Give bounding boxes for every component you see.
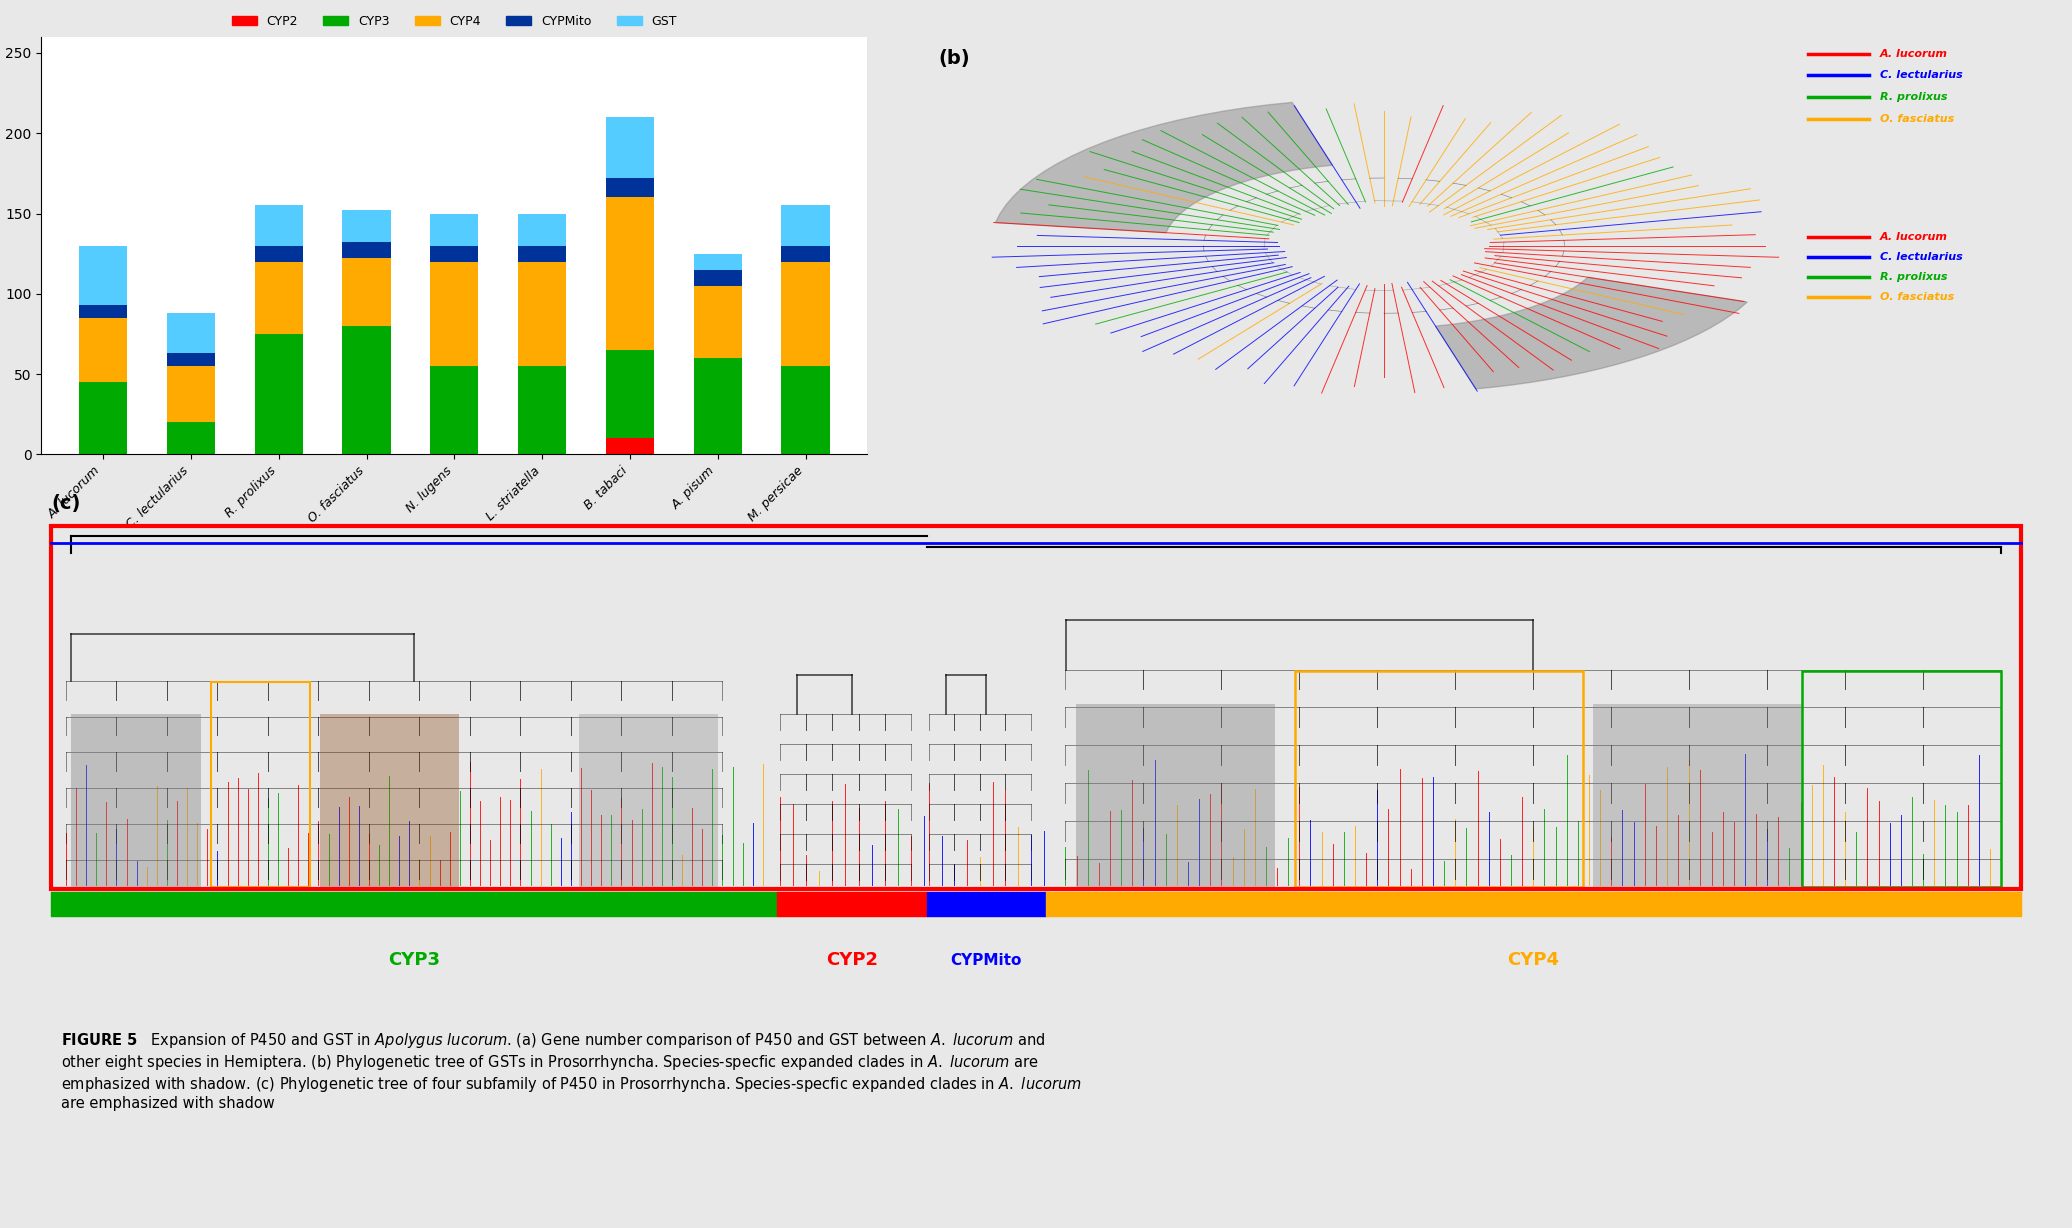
Bar — [781, 262, 829, 366]
Bar — [255, 205, 303, 246]
Text: (c): (c) — [52, 495, 81, 513]
Text: CYP3: CYP3 — [387, 950, 441, 969]
Bar — [605, 438, 655, 454]
Bar — [79, 246, 126, 305]
Bar — [70, 713, 201, 887]
Bar — [605, 350, 655, 438]
Bar — [431, 366, 479, 454]
Bar — [255, 262, 303, 334]
Text: O. fasciatus: O. fasciatus — [1879, 292, 1954, 302]
Bar — [79, 318, 126, 382]
Bar — [342, 325, 392, 454]
Bar — [52, 526, 2020, 889]
Bar — [166, 422, 215, 454]
Bar — [605, 117, 655, 178]
Bar — [1803, 672, 2002, 887]
Bar — [694, 270, 742, 286]
Polygon shape — [995, 102, 1332, 233]
Text: A. lucorum: A. lucorum — [1879, 232, 1948, 242]
Text: (b): (b) — [939, 49, 970, 69]
Text: O. fasciatus: O. fasciatus — [1879, 114, 1954, 124]
Bar — [166, 366, 215, 422]
Bar — [1593, 705, 1803, 887]
Bar — [781, 205, 829, 246]
Bar — [1295, 672, 1583, 887]
Bar — [694, 286, 742, 359]
Bar — [319, 713, 460, 887]
Bar — [166, 313, 215, 354]
Bar — [255, 246, 303, 262]
Bar — [605, 178, 655, 198]
Text: CYP4: CYP4 — [1506, 950, 1560, 969]
Bar — [342, 258, 392, 325]
Bar — [518, 366, 566, 454]
Text: CYPMito: CYPMito — [951, 953, 1021, 968]
Text: CYP2: CYP2 — [827, 950, 879, 969]
Text: C. lectularius: C. lectularius — [1879, 70, 1962, 80]
Bar — [781, 246, 829, 262]
Bar — [578, 713, 717, 887]
Bar — [342, 242, 392, 258]
Text: R. prolixus: R. prolixus — [1879, 273, 1948, 282]
Text: A. lucorum: A. lucorum — [1879, 49, 1948, 59]
Text: C. lectularius: C. lectularius — [1879, 252, 1962, 263]
Bar — [431, 214, 479, 246]
Bar — [166, 354, 215, 366]
Polygon shape — [1436, 278, 1747, 389]
Bar — [1075, 705, 1274, 887]
Text: $\bf{FIGURE\ 5}$   Expansion of P450 and GST in $\it{Apolygus\ lucorum}$. (a) Ge: $\bf{FIGURE\ 5}$ Expansion of P450 and G… — [62, 1032, 1082, 1111]
Bar — [79, 382, 126, 454]
Bar — [255, 334, 303, 454]
Bar — [781, 366, 829, 454]
Legend: CYP2, CYP3, CYP4, CYPMito, GST: CYP2, CYP3, CYP4, CYPMito, GST — [226, 10, 682, 33]
Bar — [694, 359, 742, 454]
Bar — [518, 262, 566, 366]
Bar — [79, 305, 126, 318]
Bar — [694, 254, 742, 270]
Bar — [431, 262, 479, 366]
Bar — [605, 198, 655, 350]
Text: R. prolixus: R. prolixus — [1879, 92, 1948, 102]
Bar — [431, 246, 479, 262]
Bar — [518, 246, 566, 262]
Bar — [518, 214, 566, 246]
Bar — [342, 210, 392, 242]
Bar — [211, 683, 311, 887]
